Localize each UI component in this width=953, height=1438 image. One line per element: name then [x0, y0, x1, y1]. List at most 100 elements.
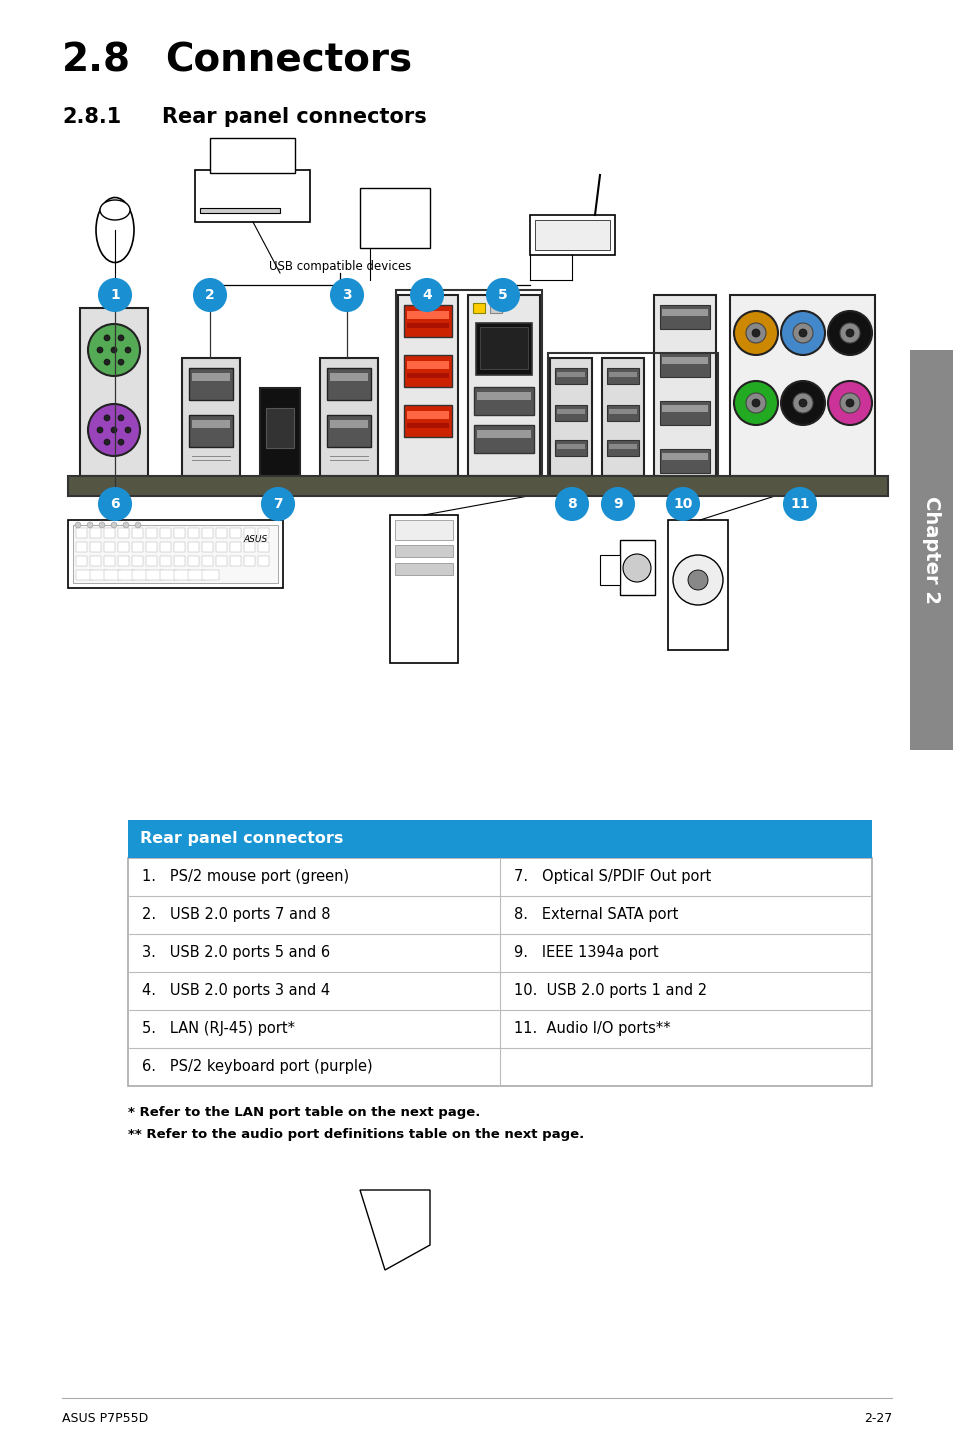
Bar: [118, 557, 129, 567]
Bar: [557, 408, 584, 414]
Bar: [76, 569, 92, 580]
Circle shape: [486, 279, 518, 311]
Bar: [319, 358, 377, 476]
Bar: [188, 557, 199, 567]
Circle shape: [733, 311, 778, 355]
Bar: [606, 440, 639, 456]
Bar: [395, 545, 453, 557]
Bar: [407, 361, 449, 370]
Bar: [327, 416, 371, 447]
Bar: [330, 420, 368, 429]
Bar: [260, 388, 299, 476]
Bar: [557, 444, 584, 449]
Circle shape: [792, 324, 812, 344]
Bar: [606, 406, 639, 421]
Bar: [407, 372, 449, 378]
Bar: [132, 542, 143, 552]
Bar: [608, 444, 637, 449]
Bar: [266, 408, 294, 449]
Bar: [661, 357, 707, 364]
Circle shape: [104, 335, 110, 341]
Bar: [550, 358, 592, 476]
Bar: [118, 542, 129, 552]
Bar: [257, 528, 269, 538]
Bar: [146, 569, 163, 580]
Circle shape: [601, 487, 634, 521]
Bar: [173, 528, 185, 538]
Text: 4: 4: [421, 288, 432, 302]
Bar: [192, 420, 230, 429]
Text: ASUS: ASUS: [244, 535, 268, 544]
Bar: [90, 542, 101, 552]
Bar: [476, 324, 532, 375]
Bar: [182, 358, 240, 476]
Circle shape: [104, 360, 110, 365]
Bar: [189, 416, 233, 447]
Bar: [407, 423, 449, 429]
Circle shape: [666, 487, 699, 521]
Circle shape: [262, 487, 294, 521]
Text: 9.   IEEE 1394a port: 9. IEEE 1394a port: [514, 946, 658, 961]
Bar: [215, 528, 227, 538]
Bar: [188, 569, 205, 580]
Bar: [173, 557, 185, 567]
Text: * Refer to the LAN port table on the next page.: * Refer to the LAN port table on the nex…: [128, 1106, 480, 1119]
Text: 6: 6: [111, 498, 120, 510]
Circle shape: [799, 398, 806, 407]
Bar: [359, 188, 430, 247]
Text: 2-27: 2-27: [862, 1412, 891, 1425]
Circle shape: [123, 522, 129, 528]
Text: 3: 3: [342, 288, 352, 302]
Circle shape: [845, 329, 853, 336]
Circle shape: [97, 347, 103, 352]
Bar: [188, 528, 199, 538]
Circle shape: [840, 324, 859, 344]
Bar: [244, 542, 254, 552]
Text: 6.   PS/2 keyboard port (purple): 6. PS/2 keyboard port (purple): [142, 1060, 373, 1074]
Text: 2.   USB 2.0 ports 7 and 8: 2. USB 2.0 ports 7 and 8: [142, 907, 330, 923]
Bar: [330, 372, 368, 381]
Text: 1.   PS/2 mouse port (green): 1. PS/2 mouse port (green): [142, 870, 349, 884]
Circle shape: [99, 522, 105, 528]
Bar: [76, 557, 87, 567]
Bar: [244, 528, 254, 538]
Text: 8.   External SATA port: 8. External SATA port: [514, 907, 678, 923]
Bar: [661, 309, 707, 316]
Bar: [128, 858, 871, 1086]
Bar: [476, 430, 531, 439]
Bar: [230, 528, 241, 538]
Bar: [535, 220, 609, 250]
Bar: [395, 290, 541, 476]
Bar: [659, 352, 709, 377]
Bar: [659, 449, 709, 473]
Bar: [80, 308, 148, 476]
Bar: [104, 569, 121, 580]
Bar: [118, 528, 129, 538]
Bar: [68, 521, 283, 588]
Text: 1: 1: [110, 288, 120, 302]
Bar: [202, 542, 213, 552]
Bar: [473, 303, 484, 313]
Bar: [189, 368, 233, 400]
Text: Rear panel connectors: Rear panel connectors: [140, 831, 343, 847]
Bar: [230, 542, 241, 552]
Bar: [76, 542, 87, 552]
Bar: [132, 557, 143, 567]
Bar: [230, 557, 241, 567]
Circle shape: [783, 487, 815, 521]
Circle shape: [193, 279, 226, 311]
Circle shape: [556, 487, 587, 521]
Circle shape: [118, 360, 124, 365]
Circle shape: [125, 347, 131, 352]
Circle shape: [827, 311, 871, 355]
Bar: [215, 557, 227, 567]
Bar: [194, 170, 310, 221]
Circle shape: [792, 393, 812, 413]
Bar: [555, 440, 586, 456]
Bar: [104, 528, 115, 538]
Circle shape: [411, 279, 442, 311]
Bar: [407, 311, 449, 319]
Bar: [407, 411, 449, 418]
Bar: [729, 295, 874, 476]
Circle shape: [104, 439, 110, 446]
